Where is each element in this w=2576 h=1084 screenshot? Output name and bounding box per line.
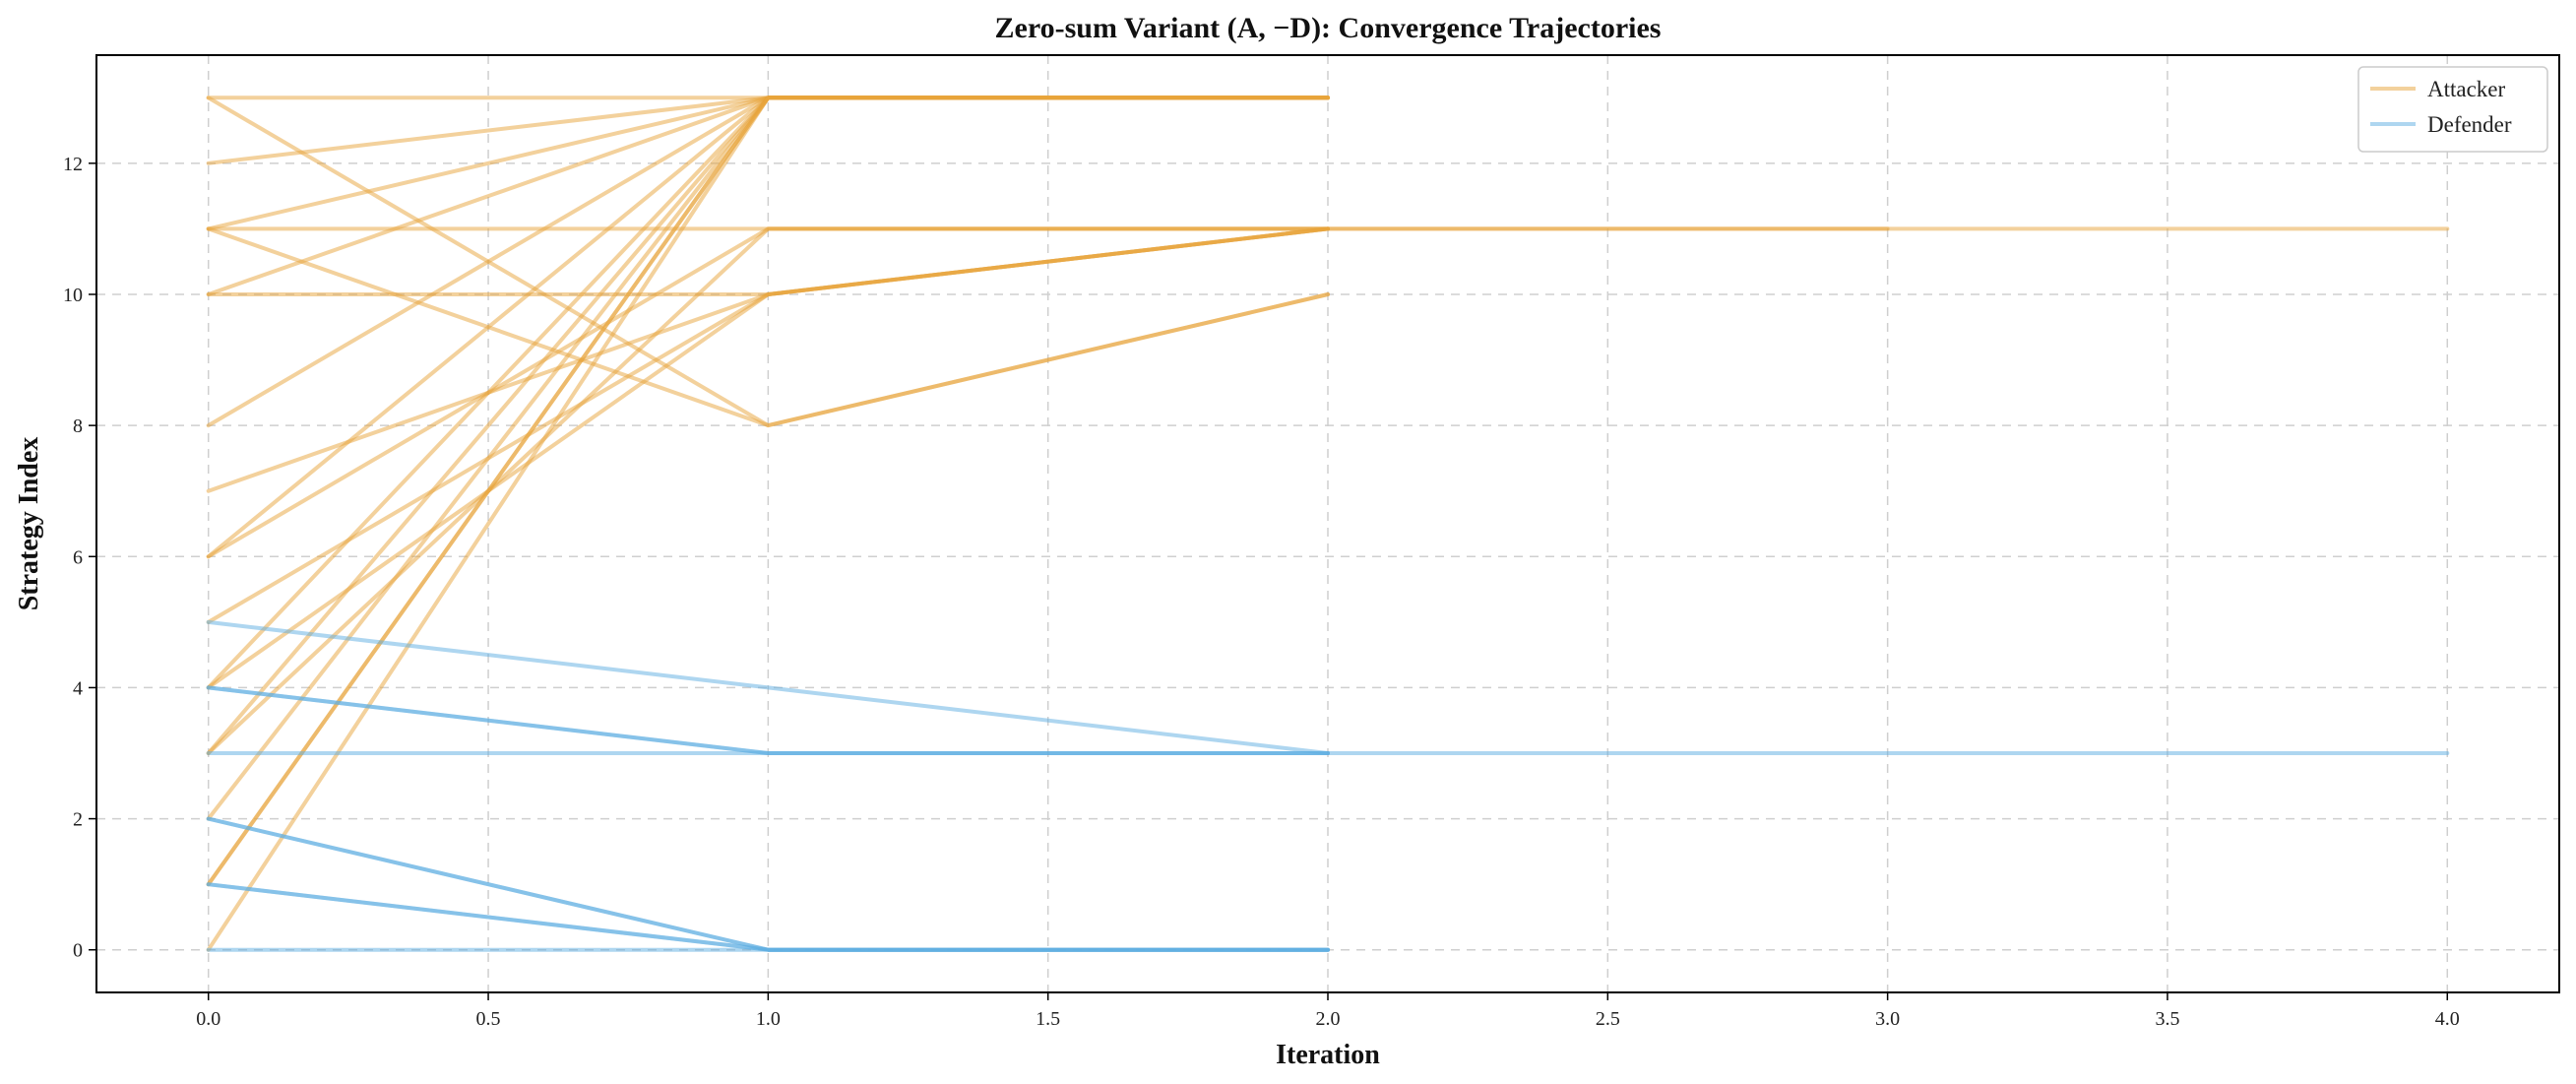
chart-title: Zero-sum Variant (A, −D): Convergence Tr…: [995, 12, 1662, 44]
y-tick-label: 8: [73, 415, 83, 437]
ticks: 0.0 0.5 1.0 1.5 2.0 2.5 3.0 3.5 4.0 0 2 4 6 8 10 12: [63, 154, 2460, 1030]
series-group: [206, 96, 2450, 952]
y-tick-label: 4: [73, 677, 83, 699]
y-tick-label: 2: [73, 809, 83, 831]
x-tick-label: 0.5: [476, 1008, 501, 1030]
x-tick-label: 1.0: [756, 1008, 781, 1030]
x-tick-label: 0.0: [196, 1008, 220, 1030]
x-axis-title: Iteration: [1276, 1040, 1380, 1070]
y-tick-label: 12: [63, 154, 83, 175]
y-axis-title: Strategy Index: [14, 437, 44, 611]
x-tick-label: 2.5: [1596, 1008, 1620, 1030]
attacker-trajectory-line: [206, 96, 1330, 952]
x-tick-label: 3.0: [1875, 1008, 1900, 1030]
y-tick-label: 10: [63, 285, 83, 306]
attacker-trajectory-line: [206, 226, 1330, 690]
x-tick-label: 3.5: [2155, 1008, 2179, 1030]
y-tick-label: 6: [73, 546, 83, 568]
y-tick-label: 0: [73, 940, 83, 962]
x-tick-label: 2.0: [1316, 1008, 1341, 1030]
legend-label: Attacker: [2427, 77, 2506, 101]
legend-label: Defender: [2427, 112, 2512, 137]
x-tick-label: 1.5: [1036, 1008, 1060, 1030]
legend: Attacker Defender: [2357, 66, 2548, 153]
x-tick-label: 4.0: [2435, 1008, 2460, 1030]
